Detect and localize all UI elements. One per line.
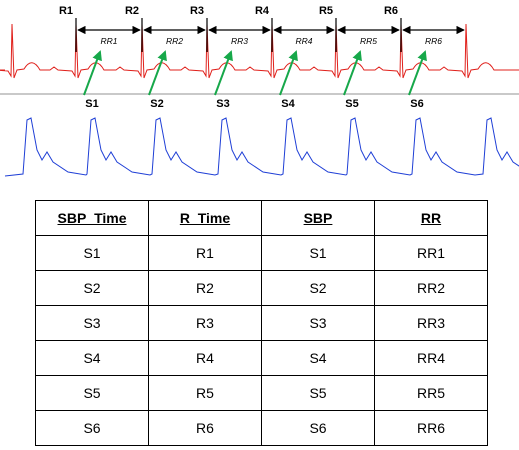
r-peak-label: R3 xyxy=(190,5,204,17)
correspondence-arrow xyxy=(83,50,102,96)
rr-interval-label: RR2 xyxy=(166,36,183,46)
ecg-trace xyxy=(0,23,519,79)
cell-sbp: S5 xyxy=(261,375,375,411)
s-peak-label: S2 xyxy=(150,98,163,110)
data-table: SBP_Time R_Time SBP RR S1 R1 S1 RR1 S2 R… xyxy=(35,200,488,446)
rr-interval-label: RR4 xyxy=(295,36,312,46)
s-peak-label: S1 xyxy=(85,98,98,110)
cell-r-time: R5 xyxy=(148,375,262,411)
correspondence-arrow xyxy=(214,50,233,96)
bp-trace xyxy=(4,117,519,177)
cell-rr: RR5 xyxy=(374,375,488,411)
s-peak-label: S3 xyxy=(216,98,229,110)
header-rr: RR xyxy=(374,200,488,236)
cell-sbp-time: S6 xyxy=(35,410,149,446)
cell-r-time: R4 xyxy=(148,340,262,376)
table-row: S1 R1 S1 RR1 xyxy=(35,235,488,271)
correspondence-arrow xyxy=(279,50,298,96)
rr-interval-label: RR5 xyxy=(360,36,377,46)
blood-pressure-trace-group xyxy=(4,117,519,177)
cell-sbp-time: S5 xyxy=(35,375,149,411)
header-sbp-time: SBP_Time xyxy=(35,200,149,236)
header-sbp: SBP xyxy=(261,200,375,236)
cell-rr: RR4 xyxy=(374,340,488,376)
cell-sbp: S6 xyxy=(261,410,375,446)
cell-sbp-time: S2 xyxy=(35,270,149,306)
cell-rr: RR1 xyxy=(374,235,488,271)
correspondence-arrow xyxy=(148,50,167,96)
cell-sbp-time: S1 xyxy=(35,235,149,271)
ecg-trace-group xyxy=(0,23,519,79)
cell-sbp: S1 xyxy=(261,235,375,271)
cell-r-time: R3 xyxy=(148,305,262,341)
table-row: S5 R5 S5 RR5 xyxy=(35,375,488,411)
correspondence-arrow xyxy=(408,50,427,96)
ecg-bp-diagram: RR1 RR2 RR3 RR4 RR5 RR6 R1 R2 R3 R4 R5 R6 S1 S2 S3 S4 S5… xyxy=(0,5,519,177)
cell-rr: RR2 xyxy=(374,270,488,306)
cell-sbp: S4 xyxy=(261,340,375,376)
rr-interval-label: RR3 xyxy=(231,36,248,46)
cell-sbp: S3 xyxy=(261,305,375,341)
table-row: S4 R4 S4 RR4 xyxy=(35,340,488,376)
cell-r-time: R6 xyxy=(148,410,262,446)
s-peak-label: S4 xyxy=(281,98,295,110)
r-peak-label: R6 xyxy=(384,5,398,17)
cell-r-time: R2 xyxy=(148,270,262,306)
rr-interval-label: RR1 xyxy=(100,36,117,46)
cell-r-time: R1 xyxy=(148,235,262,271)
annotation-group: RR1 RR2 RR3 RR4 RR5 RR6 R1 R2 R3 R4 R5 R6 S1 S2 S3 S4 S5… xyxy=(59,5,465,110)
s-peak-label: S6 xyxy=(410,98,423,110)
correspondence-arrow xyxy=(343,50,362,96)
r-peak-label: R1 xyxy=(59,5,73,17)
cell-sbp: S2 xyxy=(261,270,375,306)
table-row: S3 R3 S3 RR3 xyxy=(35,305,488,341)
r-peak-label: R2 xyxy=(125,5,139,17)
r-peak-label: R4 xyxy=(255,5,270,17)
table-row: S2 R2 S2 RR2 xyxy=(35,270,488,306)
cell-rr: RR3 xyxy=(374,305,488,341)
r-peak-label: R5 xyxy=(319,5,333,17)
cell-sbp-time: S4 xyxy=(35,340,149,376)
header-r-time: R_Time xyxy=(148,200,262,236)
rr-interval-label: RR6 xyxy=(425,36,442,46)
table-row: S6 R6 S6 RR6 xyxy=(35,410,488,446)
cell-rr: RR6 xyxy=(374,410,488,446)
table-header-row: SBP_Time R_Time SBP RR xyxy=(35,200,488,236)
s-peak-label: S5 xyxy=(345,98,358,110)
cell-sbp-time: S3 xyxy=(35,305,149,341)
